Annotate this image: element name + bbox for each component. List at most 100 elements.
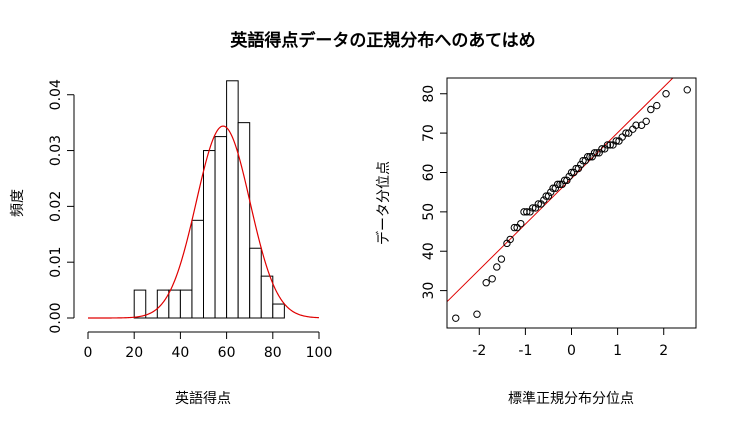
histogram-x-tick-label: 40 — [171, 345, 189, 361]
qq-x-label: 標準正規分布分位点 — [508, 391, 634, 407]
histogram-bar-40-45 — [179, 289, 193, 319]
histogram-bar-60-65 — [226, 80, 239, 319]
qq-plot-box — [446, 77, 697, 329]
histogram-bar-20-25 — [133, 289, 147, 319]
qq-point — [529, 204, 537, 212]
qq-point — [653, 101, 661, 110]
histogram-bars — [133, 80, 285, 319]
qq-y-tick-label: 70 — [421, 124, 437, 142]
qq-point — [565, 172, 573, 181]
qq-point — [593, 149, 601, 157]
histogram-x-tick-label: 80 — [264, 345, 282, 361]
qq-point — [560, 176, 569, 185]
histogram-y-tick-label: 0.00 — [48, 302, 64, 333]
histogram-bar-55-60 — [214, 136, 228, 319]
qq-point — [624, 129, 633, 137]
histogram-panel: 0 20 40 60 80 100 0.00 0.01 0.02 0.03 0.04 英語得点 頻… — [10, 79, 332, 407]
qq-x-tick-label: -1 — [518, 343, 532, 359]
qq-point — [452, 314, 460, 322]
qq-point — [544, 192, 553, 200]
qq-point — [603, 141, 612, 149]
qq-point — [581, 156, 590, 165]
qq-x-tick-label: 1 — [613, 343, 622, 359]
histogram-y-tick-label: 0.04 — [48, 79, 64, 110]
qq-point — [612, 137, 620, 145]
qq-point — [534, 200, 542, 208]
qq-y-tick-label: 30 — [421, 282, 437, 300]
qq-point — [642, 117, 650, 126]
qq-point — [510, 223, 519, 232]
histogram-y-tick-label: 0.03 — [48, 135, 64, 166]
qq-point — [540, 196, 548, 204]
qq-y-tick-label: 80 — [421, 85, 437, 103]
qq-point — [662, 90, 670, 98]
qq-point — [618, 133, 626, 141]
qq-x-tick-label: 0 — [567, 343, 576, 359]
qq-point — [647, 105, 655, 114]
qq-point — [506, 235, 514, 244]
qq-point — [579, 156, 587, 165]
qq-point — [523, 208, 531, 216]
qq-points — [452, 86, 691, 322]
qq-point — [574, 164, 583, 173]
qq-point — [551, 184, 560, 192]
qq-point — [488, 275, 496, 283]
qq-point — [606, 141, 614, 149]
qq-y-tick-label: 50 — [421, 203, 437, 221]
histogram-y-label: 頻度 — [10, 189, 26, 217]
qq-point — [570, 168, 578, 177]
qq-point — [577, 160, 585, 169]
qq-point — [622, 129, 630, 137]
qq-point — [547, 188, 555, 196]
qq-point — [637, 121, 646, 129]
qq-point — [683, 86, 691, 94]
qq-point — [563, 176, 571, 185]
qq-y-axis: 30 40 50 60 70 80 — [421, 85, 447, 300]
qq-point — [632, 121, 640, 129]
histogram-x-tick-label: 100 — [306, 345, 333, 361]
qq-point — [473, 310, 481, 318]
qq-y-tick-label: 40 — [421, 242, 437, 260]
qq-point — [556, 180, 564, 188]
qq-point — [586, 153, 594, 161]
histogram-x-tick-label: 20 — [125, 345, 143, 361]
qq-point — [583, 153, 592, 161]
qq-point — [542, 192, 550, 200]
qq-x-tick-label: 2 — [659, 343, 668, 359]
qq-x-axis: -2 -1 0 1 2 — [472, 328, 668, 359]
histogram-x-label: 英語得点 — [175, 390, 231, 407]
density-curve — [88, 125, 320, 319]
qq-point — [588, 153, 596, 161]
histogram-bar-50-55 — [203, 150, 216, 319]
qq-point — [517, 219, 525, 228]
qq-point — [558, 180, 566, 188]
qq-point — [598, 145, 606, 153]
histogram-bar-80-85 — [272, 303, 285, 319]
qq-y-label: データ分位点 — [375, 161, 392, 245]
qq-y-tick-label: 60 — [421, 164, 437, 182]
histogram-y-tick-label: 0.02 — [48, 191, 64, 222]
histogram-y-tick-label: 0.01 — [48, 247, 64, 278]
histogram-x-tick-label: 60 — [218, 345, 236, 361]
histogram-bar-45-50 — [191, 219, 204, 319]
qq-plot-panel: -2 -1 0 1 2 30 40 50 60 70 80 標準正規分布分位点 データ分位点 — [375, 77, 697, 407]
figure-title: 英語得点データの正規分布へのあてはめ — [230, 30, 535, 51]
qq-point — [572, 164, 580, 173]
histogram-y-axis: 0.00 0.01 0.02 0.03 0.04 — [48, 79, 75, 334]
histogram-bar-70-75 — [249, 247, 262, 319]
qq-point — [497, 255, 506, 263]
histogram-x-axis: 0 20 40 60 80 100 — [84, 331, 333, 361]
histogram-bar-30-35 — [156, 289, 170, 319]
histogram-x-tick-label: 0 — [84, 345, 93, 361]
histogram-bar-35-40 — [168, 289, 181, 319]
qq-x-tick-label: -2 — [472, 343, 486, 359]
qq-point — [553, 180, 562, 188]
histogram-bar-75-80 — [260, 275, 274, 319]
qq-point — [493, 263, 501, 271]
qq-point — [567, 168, 576, 177]
qq-point — [590, 149, 599, 157]
qq-point — [513, 223, 521, 232]
histogram-bar-65-70 — [237, 122, 251, 319]
qq-point — [482, 279, 490, 287]
